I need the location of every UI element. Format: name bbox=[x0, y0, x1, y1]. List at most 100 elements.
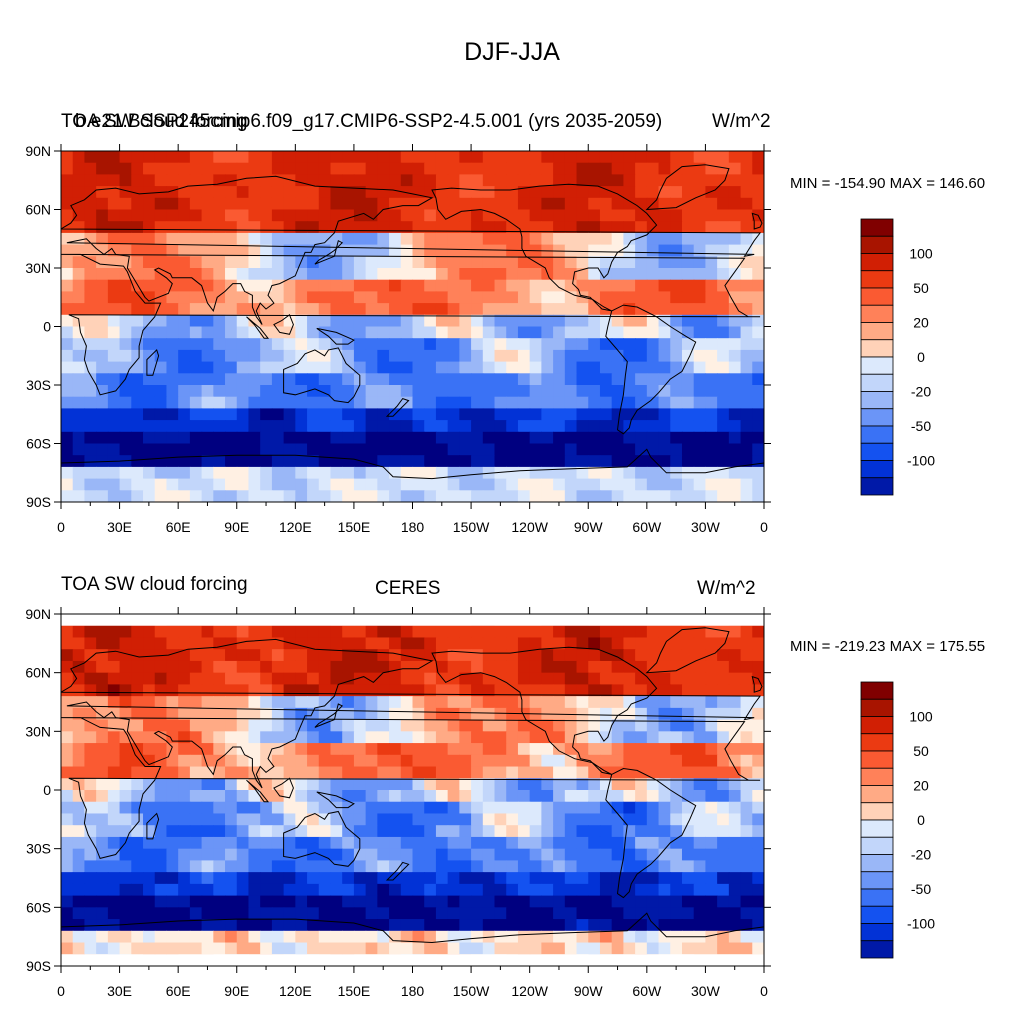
field-cell bbox=[389, 790, 402, 803]
field-cell bbox=[365, 209, 378, 222]
field-cell bbox=[506, 930, 519, 944]
field-cell bbox=[201, 268, 214, 281]
field-cell bbox=[482, 707, 496, 721]
field-cell bbox=[283, 836, 296, 850]
field-cell bbox=[353, 221, 367, 234]
field-cell bbox=[353, 338, 367, 351]
field-cell bbox=[681, 373, 695, 386]
field-cell bbox=[705, 443, 718, 456]
field-cell bbox=[541, 221, 554, 234]
field-cell bbox=[740, 490, 753, 502]
field-cell bbox=[599, 455, 613, 468]
field-cell bbox=[61, 420, 74, 433]
field-cell bbox=[295, 907, 308, 920]
field-cell bbox=[529, 396, 542, 409]
field-cell bbox=[658, 314, 671, 328]
field-cell bbox=[84, 696, 97, 709]
field-cell bbox=[623, 396, 636, 409]
field-cell bbox=[131, 268, 144, 281]
field-cell bbox=[471, 361, 484, 374]
field-cell bbox=[377, 455, 390, 468]
field-cell bbox=[588, 314, 601, 328]
field-cell bbox=[728, 942, 742, 955]
field-cell bbox=[353, 268, 367, 281]
field-cell bbox=[318, 303, 332, 316]
field-cell bbox=[166, 373, 179, 386]
field-cell bbox=[143, 684, 156, 697]
field-cell bbox=[96, 232, 109, 246]
field-cell bbox=[740, 778, 753, 791]
field-cell bbox=[84, 174, 97, 187]
field-cell bbox=[681, 490, 695, 502]
field-cell bbox=[166, 719, 179, 732]
field-cell bbox=[705, 361, 718, 374]
field-cell bbox=[330, 778, 343, 791]
field-cell bbox=[248, 660, 261, 674]
field-cell bbox=[646, 162, 660, 175]
field-cell bbox=[189, 625, 203, 639]
field-cell bbox=[740, 478, 753, 491]
field-cell bbox=[236, 443, 250, 456]
field-cell bbox=[435, 813, 449, 826]
field-cell bbox=[576, 385, 589, 398]
colorbar-label: 100 bbox=[909, 246, 933, 262]
field-cell bbox=[318, 420, 332, 433]
field-cell bbox=[248, 151, 261, 164]
field-cell bbox=[271, 707, 285, 721]
field-cell bbox=[506, 731, 519, 744]
field-cell bbox=[283, 754, 296, 768]
field-cell bbox=[412, 660, 425, 674]
field-cell bbox=[307, 907, 320, 920]
field-cell bbox=[529, 408, 542, 421]
field-cell bbox=[482, 291, 496, 304]
field-cell bbox=[494, 174, 507, 187]
field-cell bbox=[330, 291, 343, 304]
field-cell bbox=[365, 930, 378, 944]
field-cell bbox=[389, 637, 402, 650]
field-cell bbox=[119, 256, 132, 269]
field-cell bbox=[693, 860, 707, 873]
field-cell bbox=[143, 244, 156, 257]
field-cell bbox=[260, 349, 273, 363]
field-cell bbox=[576, 373, 589, 386]
field-cell bbox=[670, 848, 683, 861]
field-cell bbox=[330, 361, 343, 374]
field-cell bbox=[588, 825, 601, 838]
field-cell bbox=[635, 221, 648, 234]
field-cell bbox=[72, 162, 86, 175]
field-cell bbox=[412, 790, 425, 803]
field-cell bbox=[307, 209, 320, 222]
field-cell bbox=[658, 279, 671, 292]
field-cell bbox=[424, 385, 437, 398]
field-cell bbox=[389, 268, 402, 281]
field-cell bbox=[330, 197, 343, 211]
field-cell bbox=[646, 361, 660, 374]
field-cell bbox=[728, 860, 742, 873]
field-cell bbox=[96, 490, 109, 502]
field-cell bbox=[529, 443, 542, 456]
field-cell bbox=[353, 349, 367, 363]
field-cell bbox=[236, 942, 250, 955]
field-cell bbox=[178, 373, 191, 386]
field-cell bbox=[658, 731, 671, 744]
field-cell bbox=[564, 338, 578, 351]
field-cell bbox=[424, 408, 437, 421]
field-cell bbox=[564, 907, 578, 920]
field-cell bbox=[389, 232, 402, 246]
field-cell bbox=[283, 303, 296, 316]
field-cell bbox=[752, 186, 764, 199]
field-cell bbox=[717, 478, 730, 491]
field-cell bbox=[236, 151, 250, 164]
field-cell bbox=[389, 373, 402, 386]
field-cell bbox=[61, 860, 74, 873]
field-cell bbox=[377, 930, 390, 944]
field-cell bbox=[435, 660, 449, 674]
field-cell bbox=[553, 431, 566, 445]
field-cell bbox=[517, 478, 531, 491]
field-cell bbox=[752, 649, 764, 662]
field-cell bbox=[330, 303, 343, 316]
field-cell bbox=[178, 836, 191, 850]
field-cell bbox=[623, 919, 636, 932]
field-cell bbox=[728, 209, 742, 222]
field-cell bbox=[740, 162, 753, 175]
